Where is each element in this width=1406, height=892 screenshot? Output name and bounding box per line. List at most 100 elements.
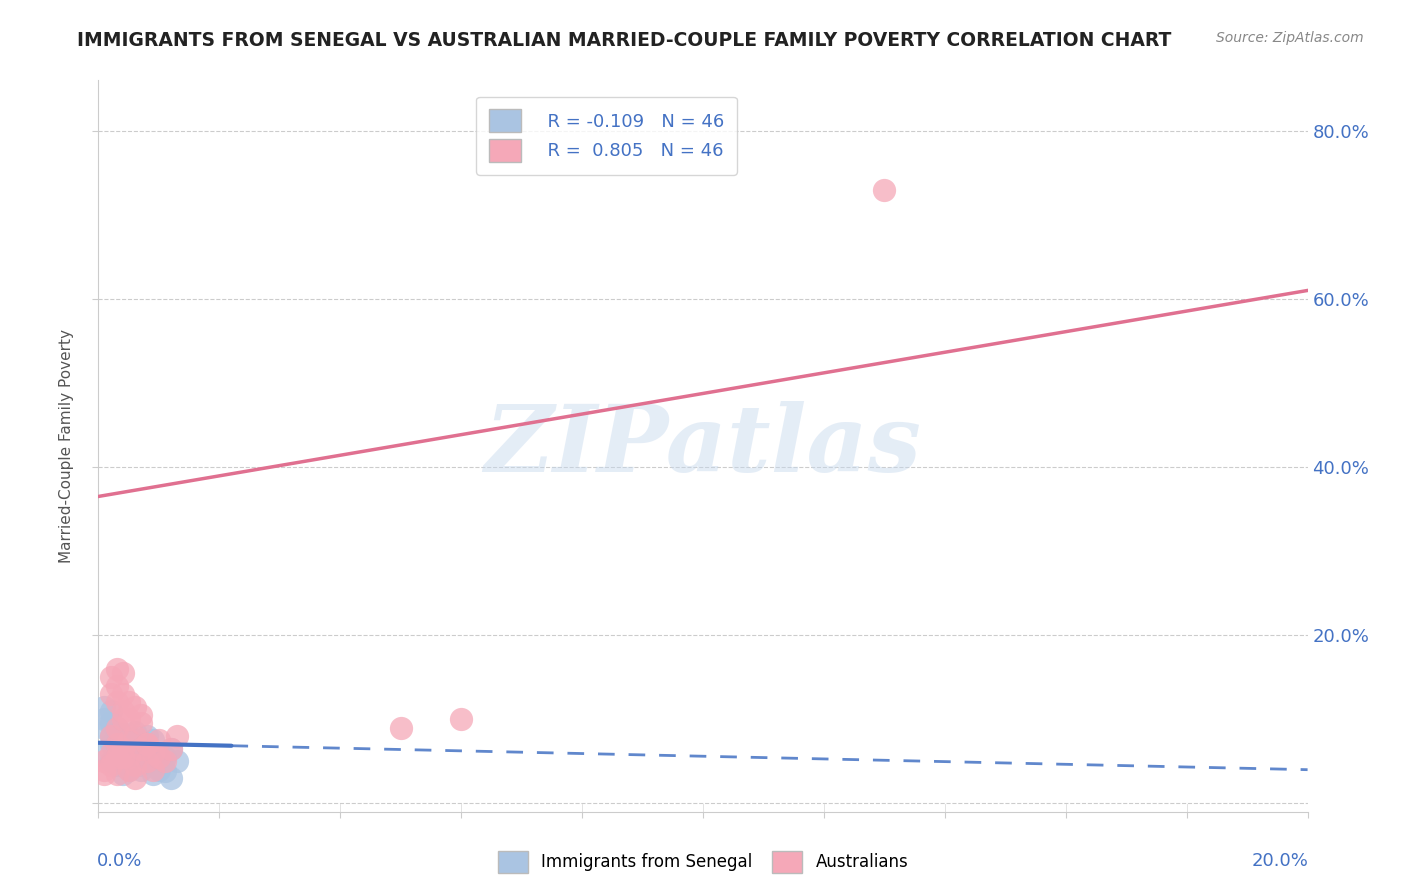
Point (100, 704, 122, 718)
Point (166, 754, 188, 768)
Point (105, 758, 128, 772)
Point (111, 704, 134, 718)
Point (135, 750, 157, 764)
Point (129, 716, 152, 731)
Point (118, 695, 141, 709)
Point (111, 712, 134, 726)
Point (118, 729, 141, 743)
Point (160, 771, 183, 785)
Point (100, 687, 122, 701)
Point (105, 724, 128, 739)
Point (118, 712, 141, 726)
Point (118, 733, 141, 747)
Point (118, 750, 141, 764)
Point (389, 721, 412, 735)
Point (111, 687, 134, 701)
Point (142, 746, 165, 760)
Point (100, 754, 122, 768)
Point (124, 699, 146, 714)
Point (93, 754, 115, 768)
Point (93, 767, 115, 781)
Point (105, 721, 128, 735)
Point (93, 712, 115, 726)
Point (129, 738, 152, 752)
Point (129, 758, 152, 772)
Point (148, 733, 170, 747)
Text: 20.0%: 20.0% (1251, 852, 1309, 870)
Legend: Immigrants from Senegal, Australians: Immigrants from Senegal, Australians (491, 845, 915, 880)
Point (111, 750, 134, 764)
Point (160, 741, 183, 756)
Point (148, 750, 170, 764)
Point (105, 750, 128, 764)
Point (93, 699, 115, 714)
Point (93, 721, 115, 735)
Point (111, 767, 134, 781)
Point (105, 738, 128, 752)
Point (105, 662, 128, 676)
Point (135, 738, 157, 752)
Point (100, 729, 122, 743)
Point (118, 763, 141, 777)
Point (124, 729, 146, 743)
Point (124, 758, 146, 772)
Point (142, 763, 165, 777)
Point (129, 708, 152, 723)
Point (124, 738, 146, 752)
Point (111, 733, 134, 747)
Point (129, 747, 152, 762)
Point (450, 712, 472, 726)
Point (100, 670, 122, 684)
Point (111, 746, 134, 760)
Point (129, 763, 152, 777)
Point (105, 721, 128, 735)
Point (124, 724, 146, 739)
Point (100, 738, 122, 752)
Point (135, 729, 157, 743)
Point (153, 750, 176, 764)
Text: 0.0%: 0.0% (97, 852, 142, 870)
Text: IMMIGRANTS FROM SENEGAL VS AUSTRALIAN MARRIED-COUPLE FAMILY POVERTY CORRELATION : IMMIGRANTS FROM SENEGAL VS AUSTRALIAN MA… (77, 31, 1171, 50)
Point (93, 746, 115, 760)
Point (105, 750, 128, 764)
Point (111, 750, 134, 764)
Point (135, 754, 157, 768)
Point (111, 741, 134, 756)
Point (111, 758, 134, 772)
Point (118, 763, 141, 777)
Y-axis label: Married-Couple Family Poverty: Married-Couple Family Poverty (59, 329, 75, 563)
Legend:   R = -0.109   N = 46,   R =  0.805   N = 46: R = -0.109 N = 46, R = 0.805 N = 46 (477, 96, 737, 175)
Point (118, 758, 141, 772)
Point (124, 746, 146, 760)
Point (100, 758, 122, 772)
Point (166, 729, 188, 743)
Point (100, 746, 122, 760)
Point (153, 764, 176, 779)
Point (93, 763, 115, 777)
Point (118, 746, 141, 760)
Point (100, 716, 122, 731)
Point (105, 695, 128, 709)
Point (153, 754, 176, 768)
Text: ZIPatlas: ZIPatlas (485, 401, 921, 491)
Point (160, 741, 183, 756)
Point (135, 738, 157, 752)
Point (111, 665, 134, 680)
Point (105, 767, 128, 781)
Point (873, 183, 896, 197)
Point (124, 754, 146, 768)
Point (135, 756, 157, 770)
Point (148, 761, 170, 775)
Point (118, 741, 141, 756)
Point (105, 738, 128, 752)
Point (142, 733, 165, 747)
Point (148, 746, 170, 760)
Text: Source: ZipAtlas.com: Source: ZipAtlas.com (1216, 31, 1364, 45)
Point (142, 754, 165, 768)
Point (148, 763, 170, 777)
Point (105, 679, 128, 693)
Point (124, 771, 146, 785)
Point (100, 729, 122, 743)
Point (142, 767, 165, 781)
Point (129, 741, 152, 756)
